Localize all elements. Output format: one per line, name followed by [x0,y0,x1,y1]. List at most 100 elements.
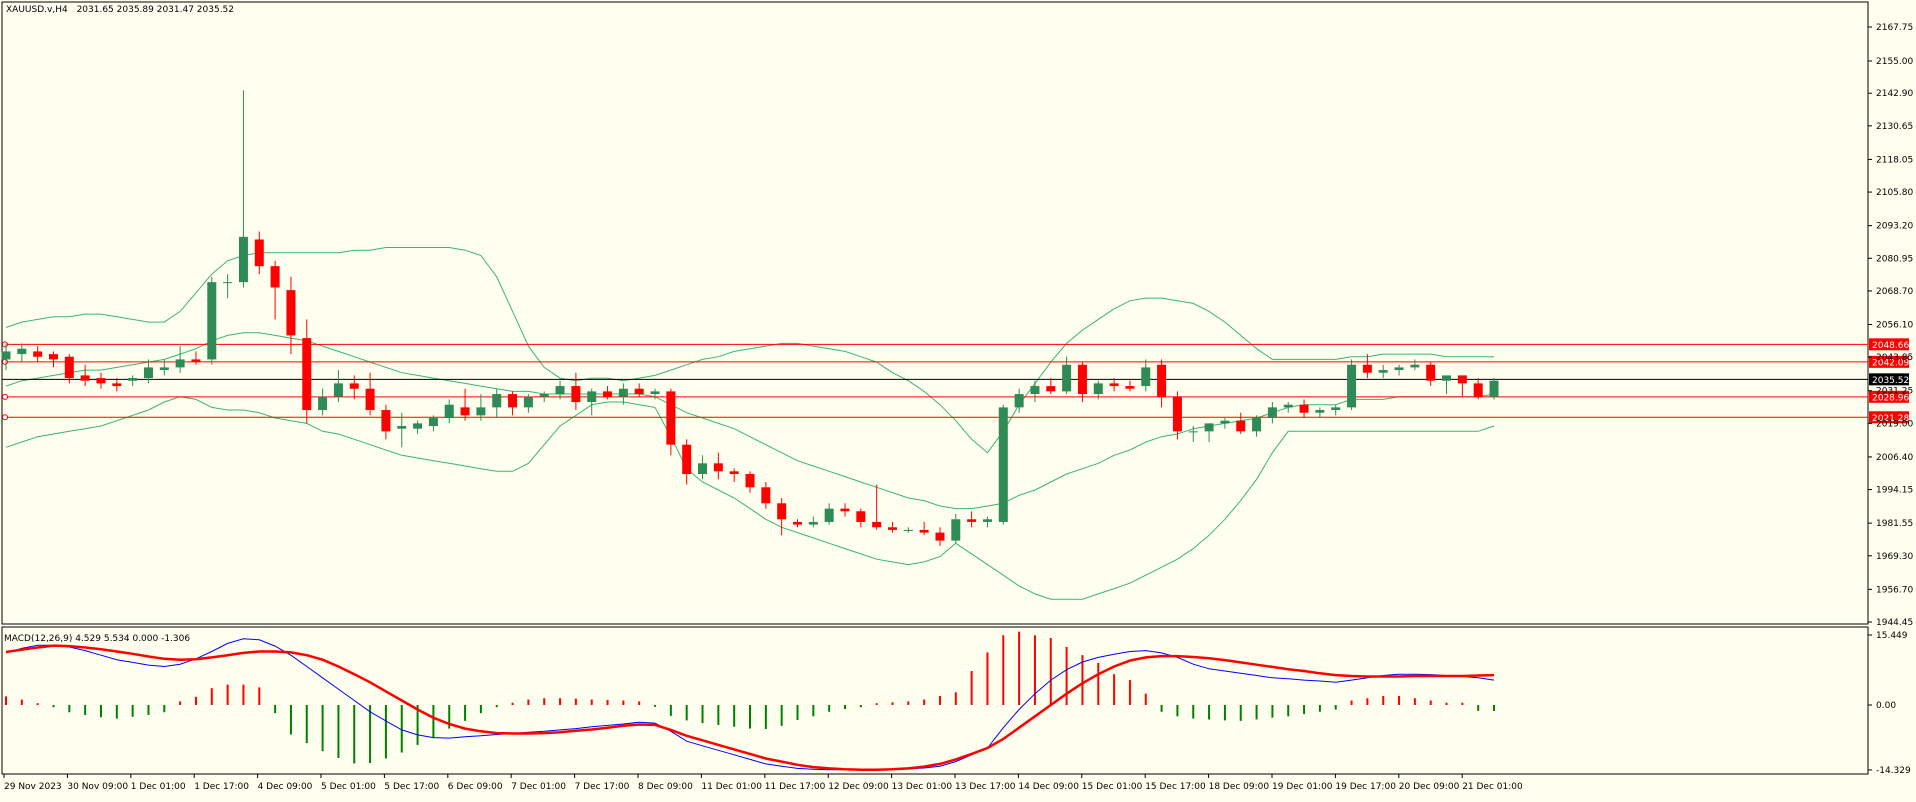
time-tick-label: 20 Dec 09:00 [1399,782,1460,792]
candle-body [349,383,359,389]
candle-body [128,378,138,381]
time-tick-label: 5 Dec 17:00 [384,782,439,792]
candle-body [856,511,866,522]
candle-body [1,351,11,360]
candle-body [397,426,407,429]
candle-body [286,290,296,336]
level-handle [2,358,8,365]
level-price-box [1869,338,1909,351]
macd-frame [1,626,1869,775]
candle-body [1267,407,1277,419]
candle-body [1109,383,1119,387]
price-tick-label: 2142.90 [1876,89,1913,99]
time-tick-label: 1 Dec 01:00 [131,782,186,792]
candle-body [492,394,502,408]
level-handle [2,341,8,348]
candle-body [1347,364,1357,408]
candle-body [175,359,185,368]
candle-body [1141,367,1151,387]
candle-body [96,378,106,384]
price-panel[interactable] [1,90,1869,600]
candle-body [903,529,913,531]
macd-label: MACD(12,26,9) 4.529 5.534 0.000 -1.306 [4,634,190,644]
candle-body [1062,364,1072,392]
price-tick-label: 2130.65 [1876,122,1913,132]
price-tick-label: 2006.40 [1876,453,1913,463]
time-tick-label: 18 Dec 09:00 [1209,782,1270,792]
candle-body [777,503,787,520]
macd-histogram [5,631,1496,764]
candle-body [1157,364,1167,397]
candle-body [270,266,280,288]
signal-line [5,644,1495,772]
axes: 2048.66 2042.09 2028.96 2021.28 2035.52 2167.… [3,23,1913,792]
candle-body [1489,380,1499,397]
candle-body [365,388,375,411]
candle-body [793,521,802,525]
candle-body [967,519,977,522]
candle-body [1315,410,1325,413]
price-tick-label: 1944.45 [1876,618,1913,628]
price-tick-label: 2118.05 [1876,155,1913,165]
candle-body [238,236,248,283]
candle-body [1030,386,1040,395]
candle-body [1220,420,1230,424]
symbol-name: XAUUSD.v,H4 [6,5,68,15]
candle-body [159,367,169,371]
candle-body [1473,383,1483,397]
candle-body [1394,367,1404,371]
candle-body [254,239,264,267]
time-tick-label: 21 Dec 01:00 [1462,782,1523,792]
price-tick-label: 1956.70 [1876,585,1913,595]
candle-body [17,348,27,355]
candle-body [872,521,882,528]
level-price-box [1869,390,1909,403]
level-price-label: 2028.96 [1872,393,1909,403]
candle-body [603,391,613,397]
bb-middle-line [5,332,1495,510]
macd-line [5,638,1495,771]
macd-panel[interactable] [5,631,1496,772]
candle-body [1378,370,1388,373]
candle-body [428,418,438,427]
candle-body [555,386,565,395]
candle-body [761,487,771,504]
candle-body [333,383,343,397]
time-tick-label: 1 Dec 17:00 [194,782,249,792]
candle-body [191,359,201,363]
candle-body [33,351,43,357]
time-tick-label: 30 Nov 09:00 [67,782,128,792]
price-tick-label: 2068.70 [1876,287,1913,297]
bb-lower-line [5,396,1495,600]
price-tick-label: 1994.15 [1876,486,1913,496]
time-tick-label: 19 Dec 01:00 [1272,782,1333,792]
candle-body [1457,375,1467,384]
time-tick-label: 19 Dec 17:00 [1335,782,1396,792]
candle-body [318,396,328,411]
candle-body [982,519,992,522]
level-price-label: 2048.66 [1872,341,1909,351]
time-tick-label: 8 Dec 09:00 [638,782,693,792]
ohlc-values: 2031.65 2035.89 2031.47 2035.52 [77,5,234,15]
candle-body [682,444,692,474]
price-tick-label: 2155.00 [1876,57,1913,67]
time-tick-label: 7 Dec 17:00 [575,782,630,792]
time-tick-label: 11 Dec 17:00 [765,782,826,792]
time-tick-label: 6 Dec 09:00 [448,782,503,792]
candle-body [1236,420,1246,432]
candle-body [476,407,486,416]
level-price-label: 2021.28 [1872,414,1909,424]
candle-body [381,410,391,432]
macd-tick-label: 15.449 [1876,631,1908,641]
candle-body [824,508,834,522]
candle-body [935,532,945,541]
candles [1,90,1499,546]
candle-body [729,471,739,474]
candle-body [1426,364,1436,381]
candle-body [302,338,312,411]
candle-body [1125,386,1135,389]
time-tick-label: 15 Dec 01:00 [1082,782,1143,792]
candle-body [444,404,454,419]
